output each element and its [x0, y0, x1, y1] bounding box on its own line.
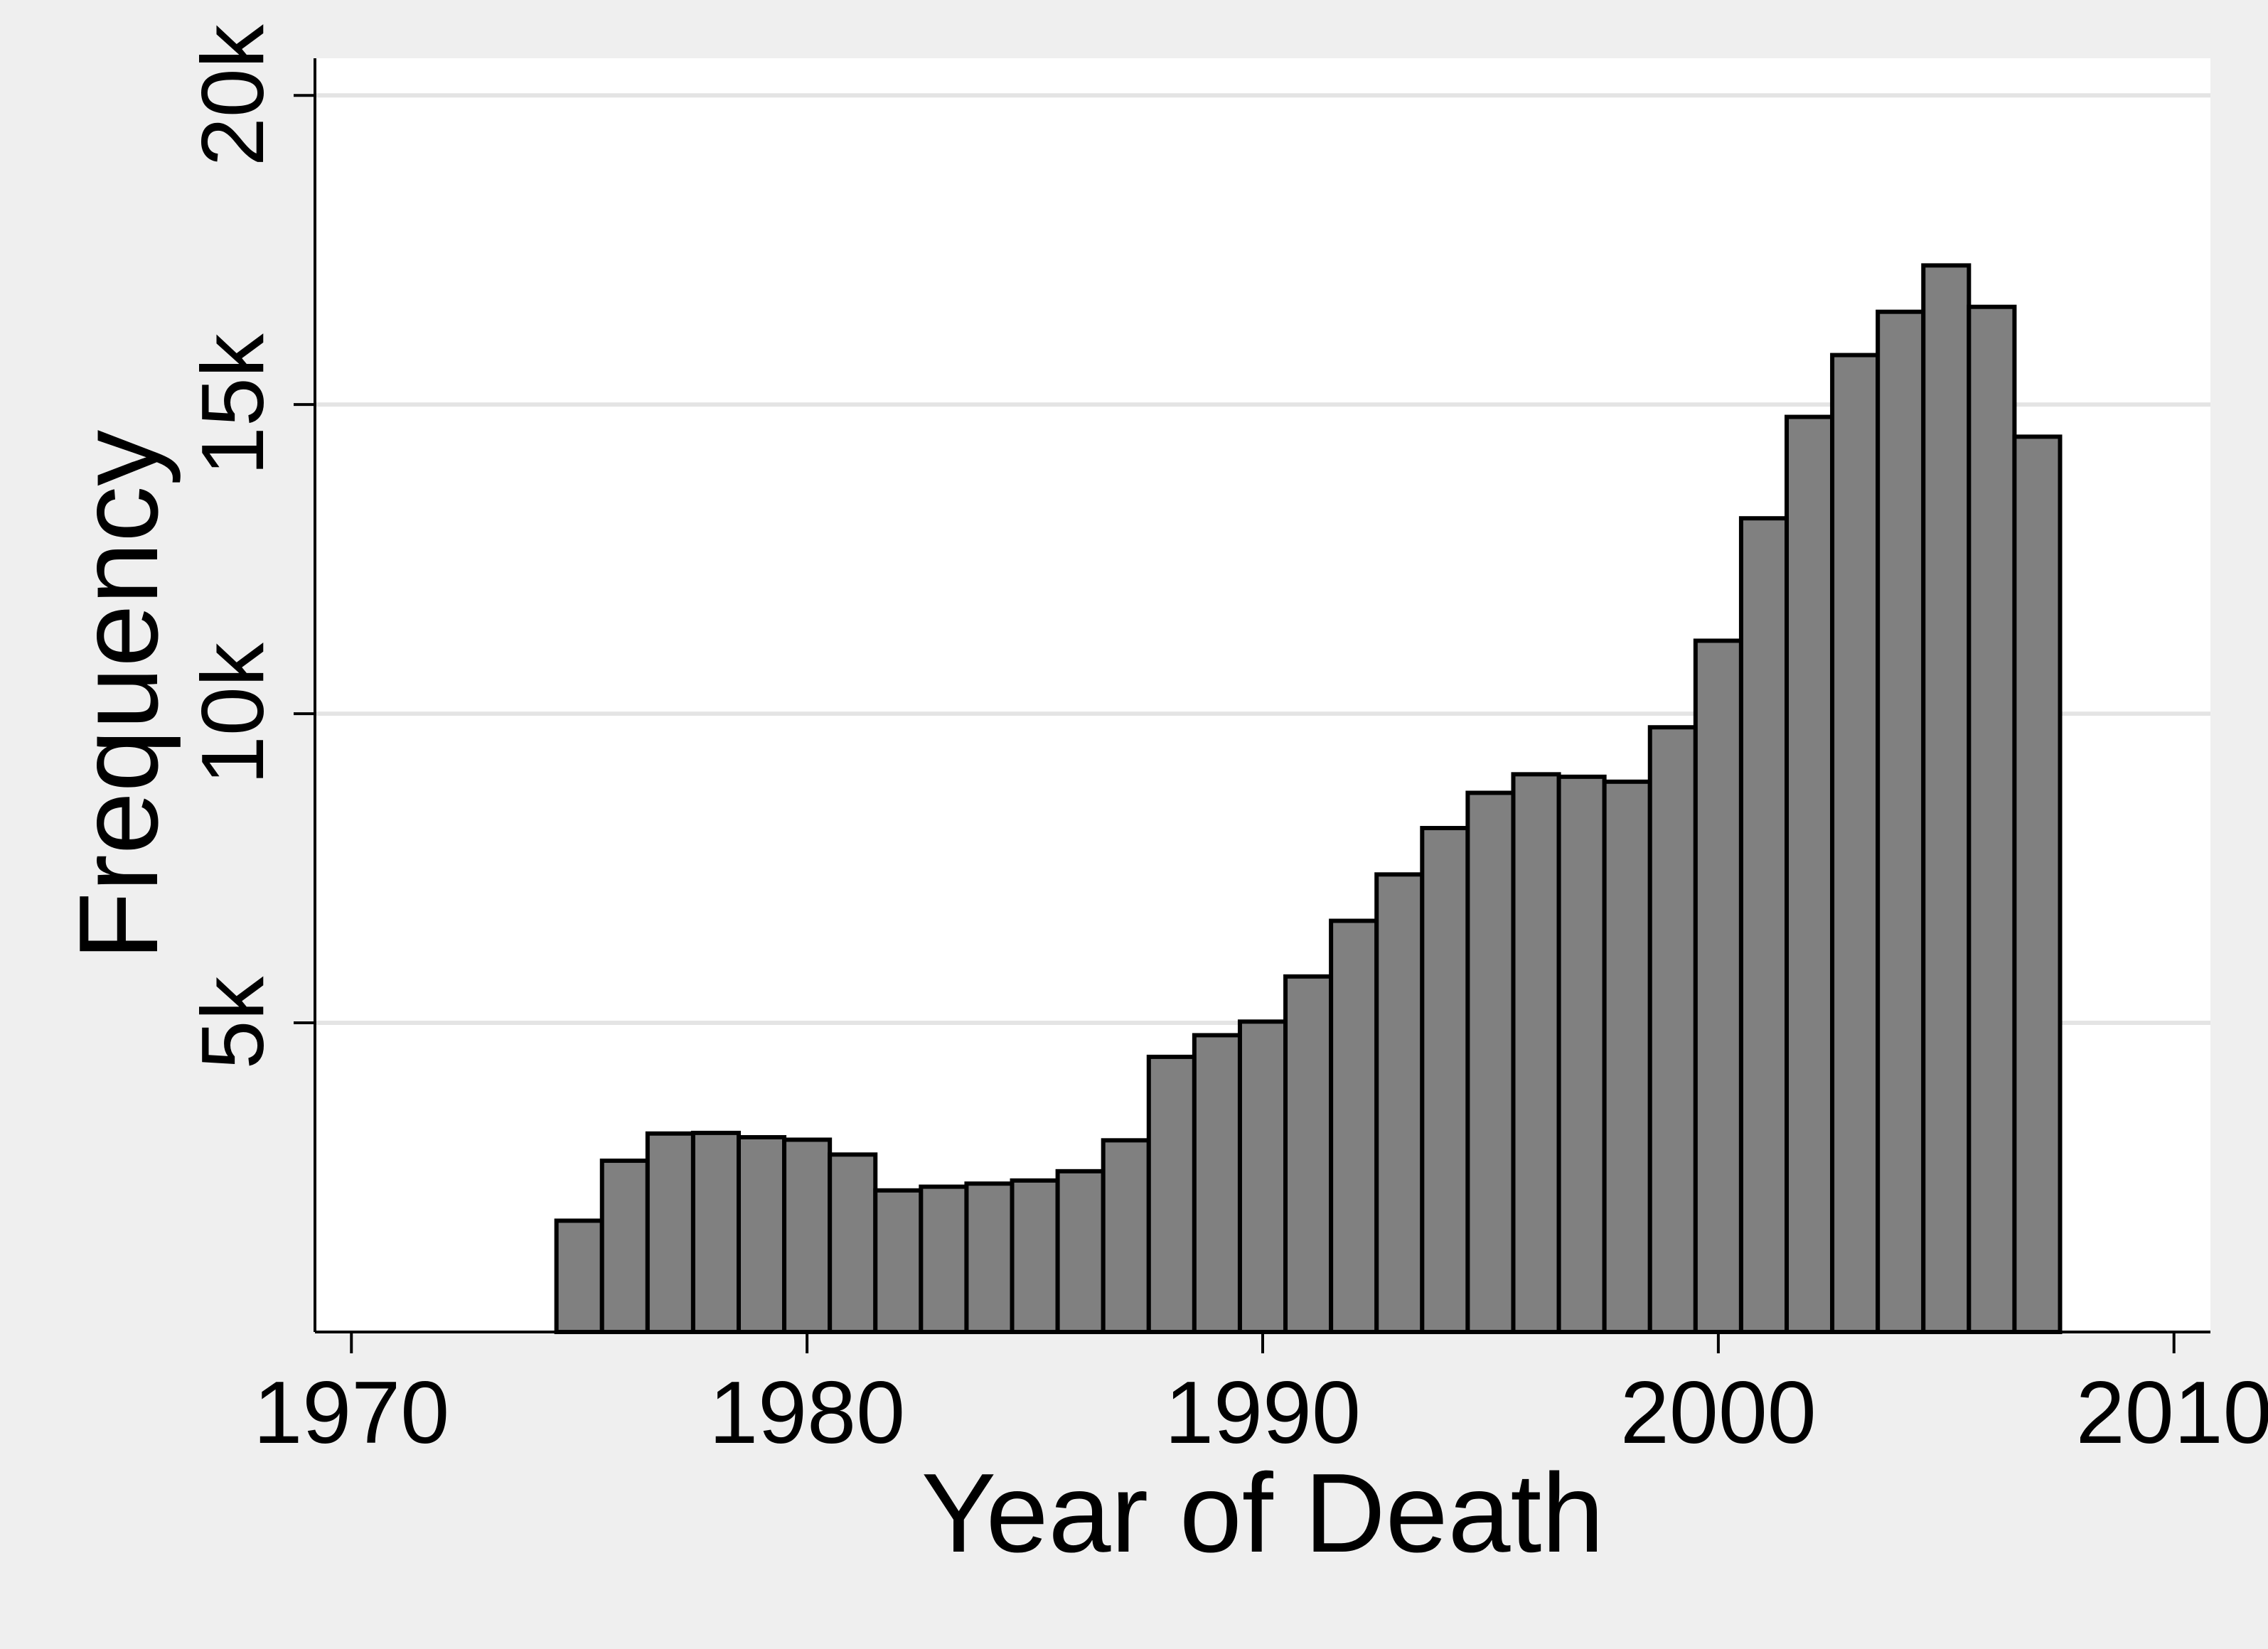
bar-2005 — [1921, 263, 1972, 1334]
bar-1980 — [782, 1137, 833, 1334]
y-tick-label-10k: 10k — [184, 642, 282, 785]
bar-1986 — [1055, 1169, 1106, 1334]
bars — [554, 263, 2063, 1335]
y-tick-label-15k: 15k — [184, 333, 282, 476]
bar-1987 — [1101, 1138, 1151, 1334]
x-tick-label-1970: 1970 — [253, 1364, 449, 1462]
x-tick-label-1980: 1980 — [709, 1364, 905, 1462]
bar-2007 — [2012, 434, 2063, 1334]
bar-1976 — [599, 1159, 650, 1334]
bar-1985 — [1010, 1178, 1060, 1334]
bar-1990 — [1237, 1019, 1288, 1334]
bar-2004 — [1876, 309, 1926, 1335]
bar-1977 — [645, 1131, 695, 1334]
x-tick-label-2000: 2000 — [1620, 1364, 1817, 1462]
bar-1975 — [554, 1218, 604, 1334]
y-tick-label-5k: 5k — [184, 976, 282, 1070]
y-tick-label-20k: 20k — [184, 23, 282, 166]
bar-1983 — [919, 1184, 969, 1335]
bar-1995 — [1465, 790, 1516, 1335]
bar-1997 — [1556, 774, 1607, 1334]
bar-1982 — [873, 1188, 924, 1334]
bar-1978 — [690, 1130, 742, 1334]
bar-2006 — [1967, 304, 2017, 1335]
bar-1992 — [1329, 918, 1379, 1334]
bar-2002 — [1784, 414, 1835, 1334]
x-tick-label-2010: 2010 — [2076, 1364, 2268, 1462]
bar-1988 — [1146, 1054, 1197, 1334]
bar-1994 — [1420, 826, 1470, 1335]
bar-2000 — [1693, 638, 1743, 1334]
tick-labels: 1970 1980 1990 2000 2010 5k 10k 15k 20k — [184, 23, 2268, 1462]
bar-1998 — [1602, 779, 1652, 1334]
x-axis-title: Year of Death — [921, 1451, 1604, 1576]
bar-2001 — [1738, 516, 1789, 1334]
bar-1991 — [1283, 974, 1334, 1334]
bar-1984 — [964, 1181, 1015, 1334]
bar-1989 — [1192, 1033, 1242, 1335]
bar-1996 — [1511, 772, 1561, 1334]
bar-1981 — [828, 1152, 878, 1335]
bar-2003 — [1830, 353, 1881, 1335]
bar-1979 — [737, 1134, 787, 1334]
x-tick-label-1990: 1990 — [1165, 1364, 1361, 1462]
bar-1999 — [1647, 725, 1698, 1334]
tick-marks — [294, 94, 2176, 1353]
bar-1993 — [1374, 872, 1425, 1334]
y-axis-title: Frequency — [56, 430, 181, 961]
